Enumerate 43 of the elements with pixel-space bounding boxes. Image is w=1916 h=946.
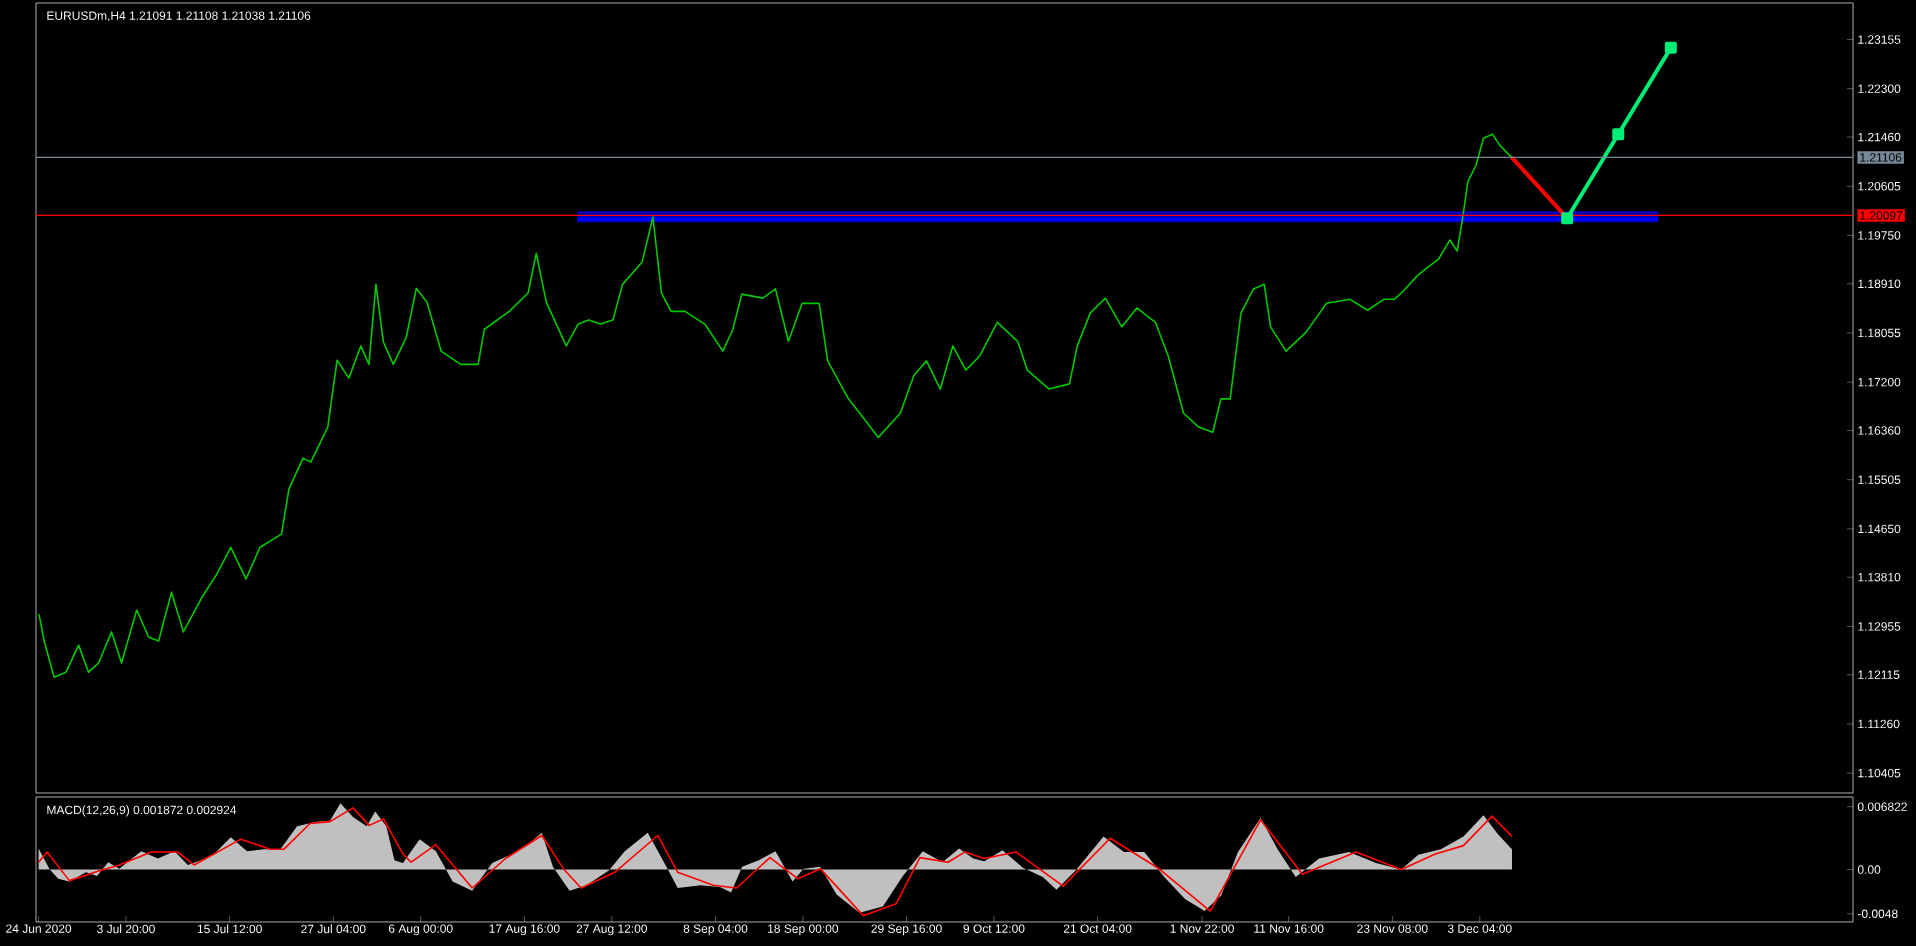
y-tick-label: -0.0048 (1857, 909, 1898, 919)
x-tick-label: 3 Jul 20:00 (97, 924, 155, 934)
point (1561, 212, 1574, 225)
point (1664, 41, 1677, 54)
y-tick-label: 1.11260 (1858, 719, 1900, 729)
x-tick-label: 23 Nov 08:00 (1357, 924, 1428, 933)
y-tick-label: 1.12115 (1858, 670, 1900, 679)
x-tick-label: 11 Nov 16:00 (1254, 924, 1324, 933)
y-tick-label: 1.21460 (1858, 132, 1901, 142)
x-tick-label: 18 Sep 00:00 (768, 924, 839, 936)
y-tick-label: 1.18055 (1858, 328, 1901, 338)
point (1612, 128, 1625, 141)
x-tick-label: 24 Jun 2020 (6, 924, 72, 933)
text: MACD(12,26,9) 0.001872 0.002924 (47, 805, 237, 817)
x-tick-label: 29 Sep 16:00 (871, 924, 942, 936)
y-tick-label: 0.006822 (1857, 802, 1907, 811)
y-tick-label: 1.19750 (1858, 231, 1901, 240)
y-tick-label: 1.10405 (1858, 768, 1901, 778)
y-tick-label: 1.14650 (1858, 524, 1901, 534)
x-tick-label: 1 Nov 22:00 (1170, 924, 1234, 933)
x-tick-label: 27 Aug 12:00 (576, 924, 648, 936)
x-tick-label: 15 Jul 12:00 (197, 924, 262, 934)
ref-line-label: 1.20097 (1860, 211, 1903, 220)
y-tick-label: 1.13810 (1858, 572, 1901, 582)
ref-line-label: 1.21106 (1860, 153, 1902, 162)
text: EURUSDm,H4 1.21091 1.21108 1.21038 1.21106 (47, 11, 311, 22)
y-tick-label: 1.22300 (1858, 84, 1901, 93)
x-tick-label: 21 Oct 04:00 (1063, 924, 1132, 933)
y-tick-label: 1.23155 (1858, 35, 1901, 44)
x-tick-label: 9 Oct 12:00 (963, 924, 1025, 933)
y-tick-label: 0.00 (1857, 865, 1881, 874)
y-tick-label: 1.20605 (1858, 182, 1901, 191)
x-tick-label: 27 Jul 04:00 (301, 924, 366, 934)
y-tick-label: 1.16360 (1858, 426, 1901, 435)
line-series (38, 133, 1513, 679)
y-tick-label: 1.12955 (1858, 622, 1901, 631)
x-tick-label: 3 Dec 04:00 (1447, 924, 1512, 933)
y-tick-label: 1.18910 (1858, 279, 1901, 289)
x-tick-label: 6 Aug 00:00 (388, 924, 453, 936)
x-tick-label: 17 Aug 16:00 (489, 924, 560, 936)
x-tick-label: 8 Sep 04:00 (683, 924, 748, 936)
y-tick-label: 1.15505 (1858, 475, 1901, 484)
y-tick-label: 1.17200 (1858, 377, 1901, 387)
